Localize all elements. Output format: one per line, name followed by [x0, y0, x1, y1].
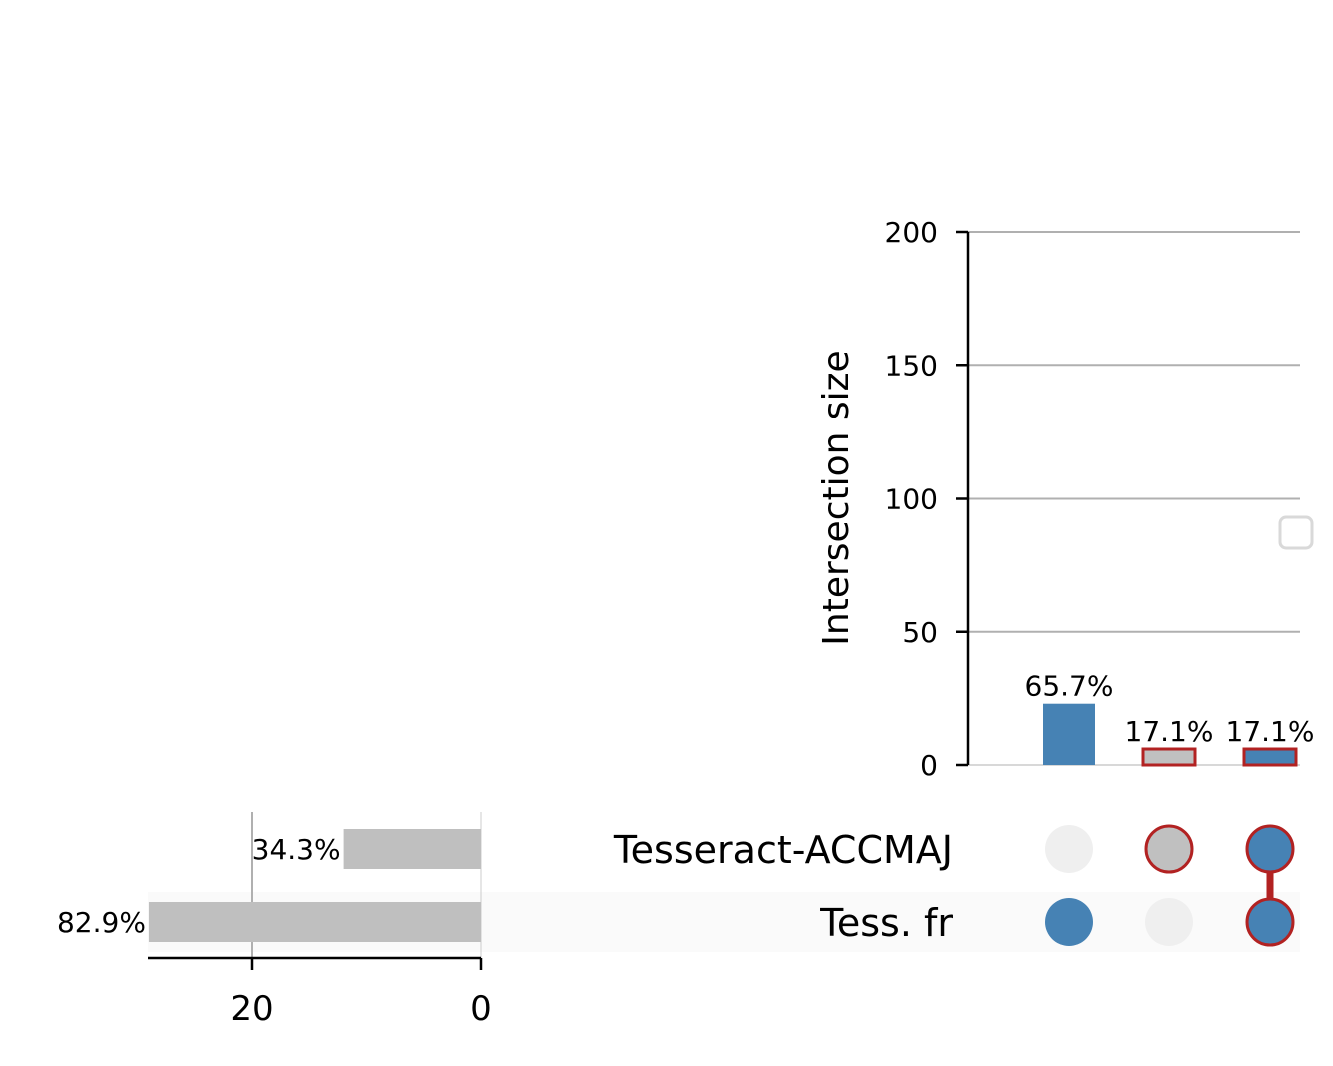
- set-size-tick-label: 20: [230, 989, 273, 1029]
- y-tick-label: 0: [920, 749, 938, 782]
- y-axis-label: Intersection size: [816, 350, 857, 645]
- intersection-bar: [1242, 747, 1298, 767]
- intersection-bar-panel: 0 50 100 150 200 Intersection size 65.7% 17.1…: [816, 216, 1314, 782]
- legend-box: [1278, 515, 1314, 550]
- matrix-dot-active: [1245, 897, 1295, 947]
- set-name-label: Tesseract-ACCMAJ: [613, 828, 953, 872]
- set-size-tick-label: 0: [470, 989, 492, 1029]
- set-size-bars: [148, 829, 481, 942]
- intersection-bar: [1043, 703, 1095, 765]
- y-tick-label: 150: [885, 349, 938, 382]
- intersection-gridlines: [968, 231, 1300, 766]
- set-size-bar: [343, 829, 481, 869]
- y-tick-label: 100: [885, 483, 938, 516]
- intersection-bar: [1141, 747, 1197, 767]
- intersection-bar-labels: 65.7% 17.1% 17.1%: [1025, 670, 1315, 748]
- intersection-bar-label: 65.7%: [1025, 670, 1114, 703]
- intersection-bar-label: 17.1%: [1125, 715, 1214, 748]
- set-size-x-ticks: 20 0: [230, 958, 492, 1029]
- intersection-bars: [1043, 703, 1298, 767]
- matrix-dots: [1045, 824, 1295, 947]
- matrix-dot-active: [1245, 824, 1295, 874]
- matrix-dot-active: [1144, 824, 1194, 874]
- y-tick-label: 200: [885, 216, 938, 249]
- matrix-dot-inactive: [1145, 898, 1193, 946]
- set-size-bar: [148, 902, 481, 942]
- set-name-label: Tess. fr: [819, 901, 953, 945]
- y-tick-label: 50: [902, 616, 938, 649]
- set-size-label: 82.9%: [57, 906, 146, 939]
- set-names: Tesseract-ACCMAJ Tess. fr: [613, 828, 953, 945]
- matrix-dot-active: [1045, 898, 1093, 946]
- intersection-y-ticks: 0 50 100 150 200: [885, 216, 968, 782]
- set-size-panel: 34.3% 82.9% 20 0: [57, 812, 492, 1029]
- set-size-labels: 34.3% 82.9%: [57, 833, 341, 939]
- intersection-bar-label: 17.1%: [1226, 715, 1315, 748]
- matrix-dot-inactive: [1045, 825, 1093, 873]
- set-size-label: 34.3%: [252, 833, 341, 866]
